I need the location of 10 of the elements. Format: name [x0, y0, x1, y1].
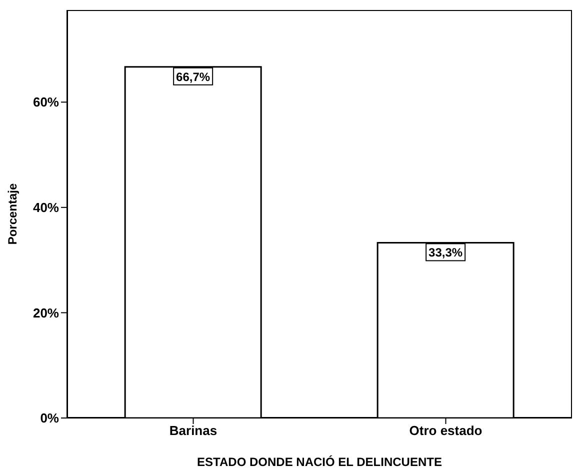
y-tick-label: 40% — [32, 200, 60, 216]
y-tick-label: 0% — [40, 410, 60, 426]
data-label: 66,7% — [176, 70, 210, 84]
x-axis-title: ESTADO DONDE NACIÓ EL DELINCUENTE — [197, 455, 442, 469]
y-tick-label: 60% — [32, 94, 60, 110]
x-tick-label: Barinas — [169, 423, 218, 438]
y-tick-label: 20% — [32, 305, 60, 320]
x-tick-label: Otro estado — [409, 423, 482, 438]
data-label: 33,3% — [428, 246, 463, 260]
y-axis-title: Porcentaje — [5, 182, 20, 245]
